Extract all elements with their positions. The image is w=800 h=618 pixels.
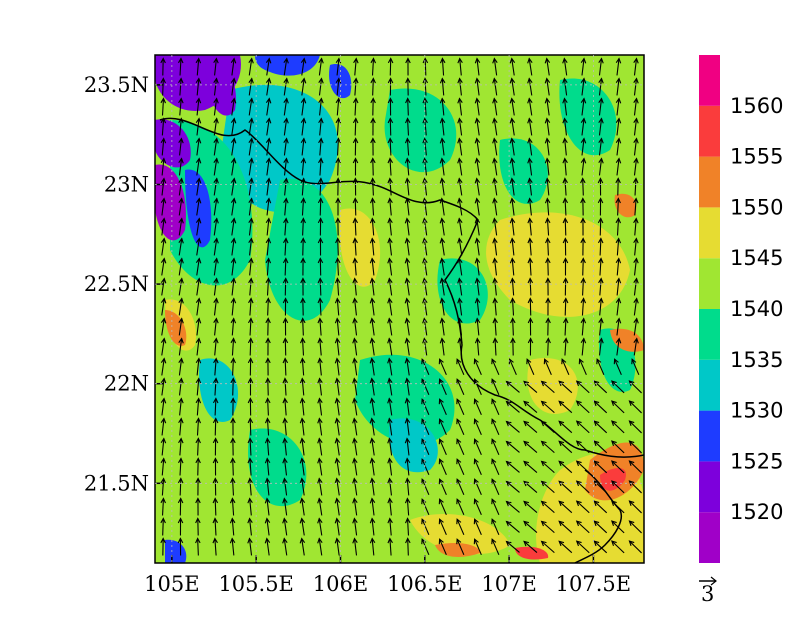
y-tick-label: 23.5N [84,73,149,97]
colorbar-label: 1560 [730,94,783,118]
wind-arrow [285,359,286,376]
wind-arrow [163,519,164,536]
colorbar-label: 1520 [730,500,783,524]
colorbar-swatch [699,309,720,360]
colorbar-label: 1530 [730,399,783,423]
wind-arrow [565,219,566,236]
wind-arrow [618,199,619,216]
wind-arrow [565,299,566,316]
wind-arrow [250,419,251,436]
wind-arrow [198,439,199,456]
wind-arrow [583,179,584,196]
wind-arrow [530,279,531,296]
y-tick-label: 22N [104,372,149,396]
wind-arrow [198,539,199,556]
y-tick-label: 21.5N [84,471,149,495]
wind-arrow [303,219,304,236]
wind-arrow [373,179,374,196]
colorbar-label: 1540 [730,297,783,321]
wind-arrow [215,419,216,436]
y-tick-label: 22.5N [84,272,149,296]
wind-arrow [268,299,269,316]
wind-arrow [320,279,321,296]
wind-arrow [600,219,601,236]
reference-vector-key: 3 [699,577,716,606]
wind-arrow [233,379,234,396]
x-tick-label: 106E [313,572,368,596]
x-tick-label: 106.5E [387,572,462,596]
colorbar-swatch [699,258,720,309]
x-tick-label: 105E [144,572,199,596]
wind-arrow [583,259,584,276]
wind-arrow [250,339,251,356]
colorbar-label: 1545 [730,246,783,270]
colorbar: 1520 1525 1530 1535 1540 1545 1550 1555 1560 [699,55,783,563]
wind-arrow [373,79,374,96]
wind-arrow [408,539,409,556]
x-tick-label: 105.5E [218,572,293,596]
colorbar-swatch [699,157,720,208]
y-tick-label: 23N [104,172,149,196]
colorbar-swatch [699,461,720,512]
wind-arrow [285,259,286,276]
colorbar-label: 1535 [730,348,783,372]
wind-arrow [355,119,356,136]
wind-arrow [425,59,426,76]
colorbar-swatch [699,106,720,157]
wind-arrow [548,339,549,356]
wind-arrow [180,479,181,496]
wind-arrow [215,499,216,516]
colorbar-swatch [699,55,720,106]
wind-arrow [408,99,409,116]
x-tick-label: 107.5E [556,572,631,596]
wind-arrow [355,199,356,216]
colorbar-swatch [699,512,720,563]
x-tick-label: 107E [481,572,536,596]
wind-arrow [268,379,269,396]
wind-arrow [338,239,339,256]
wind-arrow [320,199,321,216]
colorbar-swatch [699,207,720,258]
height-contour-field [155,55,644,563]
wind-arrow [163,79,164,96]
wind-arrow [548,259,549,276]
colorbar-swatch [699,411,720,462]
wind-arrow [513,319,514,336]
reference-vector-label: 3 [701,582,714,606]
colorbar-label: 1525 [730,449,783,473]
wind-arrow [390,139,391,156]
wind-arrow [233,459,234,476]
wind-arrow [338,159,339,176]
colorbar-label: 1555 [730,145,783,169]
colorbar-swatch [699,360,720,411]
colorbar-label: 1550 [730,195,783,219]
wind-arrow [303,319,304,336]
